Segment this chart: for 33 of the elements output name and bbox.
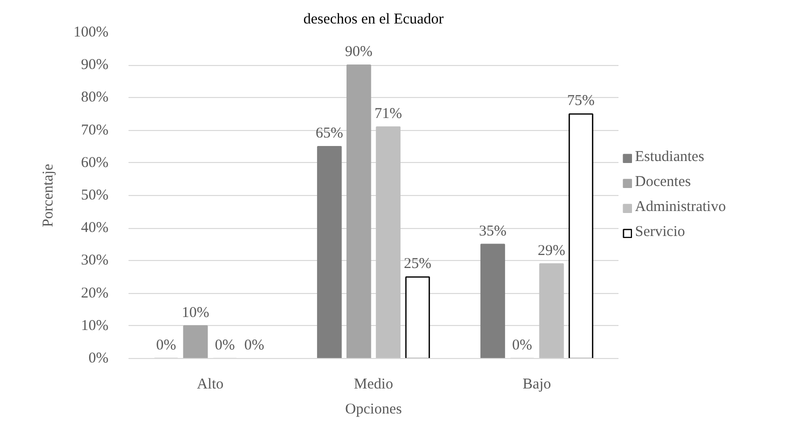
y-tick-label: 20% <box>81 285 109 302</box>
y-axis-title: Porcentaje <box>40 164 57 228</box>
data-label: 75% <box>567 93 595 109</box>
data-label: 0% <box>156 338 176 354</box>
data-label: 90% <box>345 44 373 60</box>
x-axis-title: Opciones <box>345 402 402 418</box>
x-tick-label: Alto <box>196 376 224 392</box>
data-label: 35% <box>478 223 506 240</box>
x-tick-label: Medio <box>354 376 394 392</box>
y-tick-label: 50% <box>81 188 109 204</box>
legend-label: Administrativo <box>635 199 726 216</box>
y-tick-label: 30% <box>81 252 109 269</box>
y-tick-label: 80% <box>81 90 109 106</box>
y-tick-label: 70% <box>81 122 109 138</box>
data-label: 0% <box>512 338 532 354</box>
data-label: 29% <box>538 242 566 259</box>
y-tick-label: 100% <box>74 24 109 40</box>
y-tick-label: 60% <box>81 154 109 171</box>
chart-title: desechos en el Ecuador <box>303 12 444 28</box>
data-label: 71% <box>374 106 402 122</box>
y-tick-label: 10% <box>81 318 109 334</box>
y-tick-label: 40% <box>81 220 109 236</box>
data-label: 0% <box>244 338 264 354</box>
legend-label: Docentes <box>635 174 691 191</box>
data-label: 65% <box>316 126 344 142</box>
x-tick-label: Bajo <box>522 376 552 392</box>
legend-label: Servicio <box>635 224 685 241</box>
y-tick-label: 0% <box>88 350 109 366</box>
data-label: 25% <box>404 256 432 272</box>
y-tick-label: 90% <box>81 57 109 74</box>
data-label: 0% <box>214 338 235 354</box>
data-label: 10% <box>182 304 210 321</box>
legend-label: Estudiantes <box>635 149 704 166</box>
